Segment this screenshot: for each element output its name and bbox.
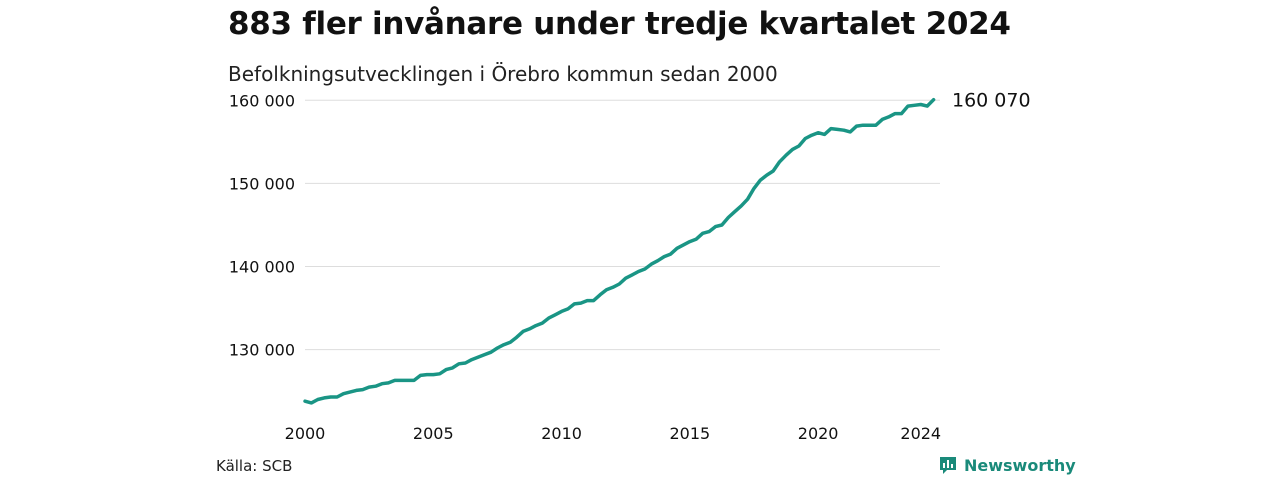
x-tick-label: 2000 <box>285 424 326 443</box>
x-tick-label: 2020 <box>798 424 839 443</box>
y-tick-label: 130 000 <box>229 341 295 360</box>
y-tick-label: 160 000 <box>229 91 295 110</box>
x-tick-label: 2015 <box>669 424 710 443</box>
newsworthy-brand[interactable]: Newsworthy <box>938 455 1076 475</box>
source-label: Källa: SCB <box>216 457 293 475</box>
series-line <box>303 97 936 405</box>
x-tick-label: 2024 <box>900 424 941 443</box>
chart-title: 883 fler invånare under tredje kvartalet… <box>228 6 1011 42</box>
brand-name: Newsworthy <box>964 455 1076 475</box>
y-tick-label: 150 000 <box>229 174 295 193</box>
chart-subtitle: Befolkningsutvecklingen i Örebro kommun … <box>228 62 778 86</box>
end-value-label: 160 070 <box>952 90 1031 112</box>
x-tick-label: 2005 <box>413 424 454 443</box>
x-tick-label: 2010 <box>541 424 582 443</box>
y-tick-label: 140 000 <box>229 258 295 277</box>
newsworthy-logo-icon <box>940 457 956 474</box>
